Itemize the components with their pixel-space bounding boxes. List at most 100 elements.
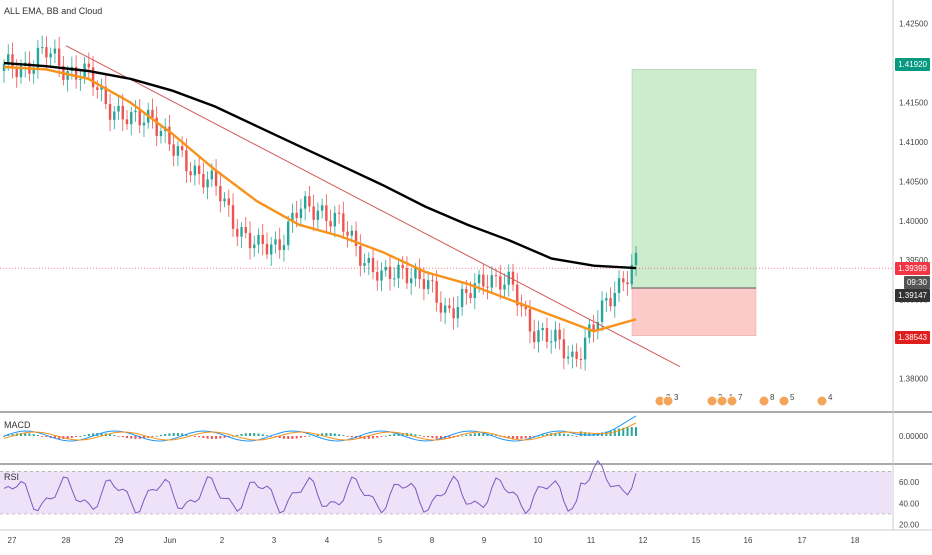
macd-bar [265, 435, 268, 436]
rsi-band [0, 471, 893, 514]
macd-bar [478, 433, 481, 436]
candle-body [359, 246, 362, 266]
macd-bar [87, 434, 90, 436]
macd-tick-label: 0.00000 [899, 432, 928, 441]
candle-body [49, 53, 52, 58]
candle-body [452, 308, 455, 319]
macd-bar [193, 436, 196, 437]
macd-bar [630, 427, 633, 436]
macd-bar [138, 436, 141, 439]
macd-bar [465, 434, 468, 436]
candle-body [282, 245, 286, 251]
macd-bar [427, 436, 430, 438]
candle-body [130, 112, 133, 125]
time-tick-label: Jun [164, 536, 177, 545]
candle-body [295, 212, 298, 218]
candle-body [520, 305, 523, 307]
candle-body [469, 293, 472, 299]
candle-body [227, 198, 231, 206]
macd-bar [109, 434, 112, 436]
candle-body [40, 47, 44, 49]
macd-bar [490, 434, 493, 436]
rsi-label: RSI [4, 472, 20, 482]
macd-bar [176, 433, 179, 436]
candle-body [320, 205, 324, 211]
macd-bar [66, 436, 69, 439]
event-marker-label: 4 [828, 393, 833, 402]
macd-bar [350, 436, 353, 438]
candle-body [537, 330, 540, 343]
macd-bar [83, 434, 86, 436]
price-tick-label: 1.42500 [899, 20, 928, 29]
macd-bar [291, 436, 294, 439]
candle-body [482, 274, 485, 287]
macd-bar [372, 436, 375, 439]
time-tick-label: 5 [378, 536, 383, 545]
candle-body [79, 78, 82, 80]
macd-bar [626, 427, 629, 436]
candle-body [524, 306, 527, 310]
macd-bar [232, 435, 235, 437]
candle-body [19, 65, 23, 78]
candle-body [380, 270, 383, 281]
candle-body [125, 119, 129, 125]
macd-bar [541, 434, 544, 436]
candle-body [278, 239, 281, 251]
macd-bar [558, 433, 561, 436]
macd-bar [113, 435, 116, 436]
macd-bar [562, 433, 565, 436]
macd-bar [295, 436, 298, 439]
macd-bar [414, 434, 417, 436]
candle-body [346, 231, 349, 236]
candle-body [113, 111, 116, 120]
candle-body [316, 210, 320, 220]
macd-bar [435, 436, 438, 439]
candle-body [443, 305, 447, 313]
macd-bar [333, 433, 336, 436]
event-marker [778, 395, 790, 407]
macd-bar [469, 433, 472, 436]
price-tick-label: 1.41000 [899, 138, 928, 147]
candle-body [151, 109, 154, 118]
macd-bar [439, 436, 442, 439]
candle-body [291, 212, 294, 222]
macd-bar [325, 433, 328, 436]
macd-bar [533, 436, 536, 437]
macd-bar [393, 433, 396, 436]
candle-body [422, 279, 426, 290]
macd-bar [227, 436, 230, 437]
time-tick-label: 18 [851, 536, 860, 545]
time-tick-label: 15 [692, 536, 701, 545]
candle-body [159, 131, 163, 137]
macd-bar [537, 435, 540, 437]
macd-bar [210, 436, 213, 439]
macd-bar [359, 436, 362, 439]
series-line-ema-200 [3, 61, 637, 270]
candle-body [253, 244, 256, 249]
candle-body [494, 275, 498, 277]
target-zone [631, 69, 757, 289]
macd-bar [367, 436, 370, 439]
candle-body [426, 280, 430, 290]
macd-bar [473, 433, 476, 436]
macd-bar [181, 433, 184, 436]
candle-body [53, 48, 57, 54]
macd-bar [219, 436, 222, 439]
time-tick-label: 28 [62, 536, 71, 545]
macd-bar [588, 432, 591, 436]
candle-body [329, 220, 332, 227]
macd-bar [257, 433, 260, 436]
event-marker [726, 395, 738, 407]
candle-body [180, 146, 184, 151]
macd-bar [142, 436, 145, 439]
candle-body [270, 244, 273, 255]
macd-bar [130, 436, 133, 439]
candle-body [219, 185, 222, 202]
macd-bar [75, 436, 78, 437]
candle-body [533, 331, 536, 343]
candle-body [325, 205, 328, 221]
candle-body [571, 351, 574, 357]
candle-body [549, 341, 553, 343]
candle-body [32, 67, 35, 74]
candle-body [562, 339, 566, 359]
